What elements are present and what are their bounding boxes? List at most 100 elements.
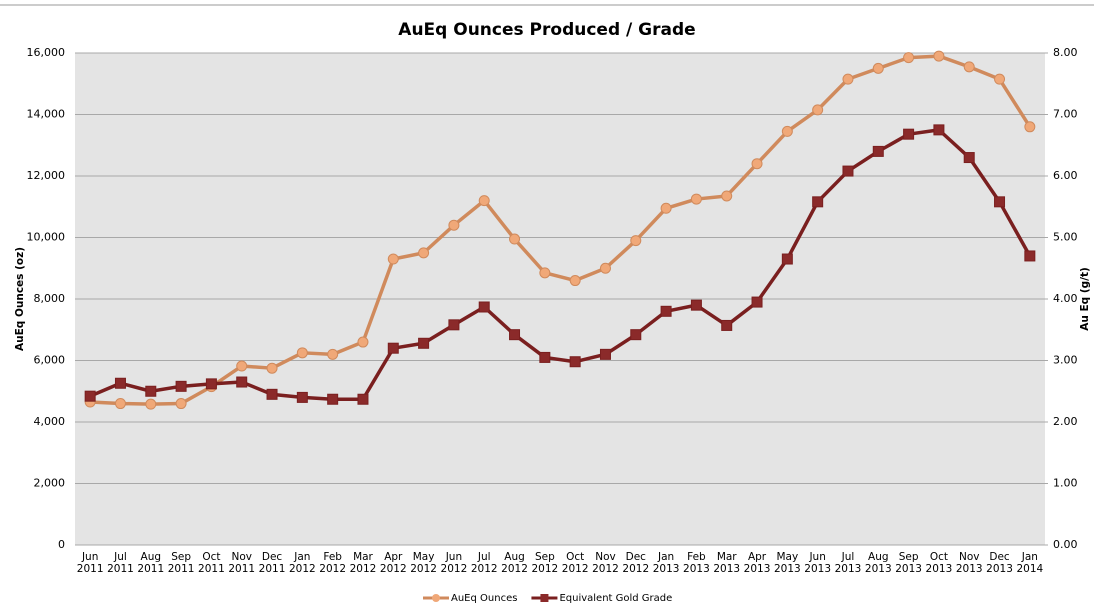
legend-label: AuEq Ounces xyxy=(451,593,517,604)
x-tick-label: Apr 2012 xyxy=(379,551,407,575)
point xyxy=(145,398,157,410)
x-tick-label: Jan 2012 xyxy=(288,551,316,575)
point xyxy=(539,351,551,363)
point xyxy=(509,329,521,341)
y2-tick-label: 2.00 xyxy=(1053,415,1078,428)
x-tick-label: Jun 2013 xyxy=(804,551,832,575)
point xyxy=(448,219,460,231)
y-tick-label: 16,000 xyxy=(27,46,66,59)
y2-tick-label: 8.00 xyxy=(1053,46,1078,59)
x-tick-label: Jan 2014 xyxy=(1016,551,1044,575)
y-tick-label: 10,000 xyxy=(27,231,66,244)
x-tick-label: Apr 2013 xyxy=(743,551,771,575)
y-tick-label: 8,000 xyxy=(34,292,66,305)
x-tick-label: May 2012 xyxy=(410,551,437,575)
y2-tick-label: 3.00 xyxy=(1053,354,1078,367)
point xyxy=(963,152,975,164)
point xyxy=(569,275,581,287)
x-tick-label: Aug 2012 xyxy=(501,551,528,575)
chart-title: AuEq Ounces Produced / Grade xyxy=(398,20,695,40)
point xyxy=(903,128,915,140)
point xyxy=(509,233,521,245)
x-tick-label: Jul 2012 xyxy=(470,551,498,575)
y2-tick-label: 6.00 xyxy=(1053,169,1078,182)
point xyxy=(357,393,369,405)
point xyxy=(327,348,339,360)
point xyxy=(387,342,399,354)
point xyxy=(418,247,430,259)
point xyxy=(1024,121,1036,133)
x-tick-label: Mar 2013 xyxy=(713,551,741,575)
legend-marker xyxy=(432,594,440,602)
point xyxy=(751,296,763,308)
point xyxy=(418,337,430,349)
y2-tick-label: 5.00 xyxy=(1053,231,1078,244)
x-tick-label: Sep 2011 xyxy=(167,551,195,575)
x-tick-label: Sep 2012 xyxy=(531,551,559,575)
point xyxy=(478,301,490,313)
point xyxy=(448,319,460,331)
x-tick-label: Jun 2011 xyxy=(76,551,104,575)
x-tick-label: Jan 2013 xyxy=(652,551,680,575)
x-tick-label: Jun 2012 xyxy=(440,551,468,575)
x-tick-label: Oct 2012 xyxy=(561,551,589,575)
y2-tick-label: 1.00 xyxy=(1053,477,1078,490)
point xyxy=(84,390,96,402)
point xyxy=(903,52,915,64)
point xyxy=(630,329,642,341)
point xyxy=(236,376,248,388)
point xyxy=(114,398,126,410)
x-tick-label: Jul 2011 xyxy=(107,551,134,575)
point xyxy=(236,360,248,372)
x-tick-label: Mar 2012 xyxy=(349,551,377,575)
x-tick-label: Dec 2013 xyxy=(986,551,1013,575)
point xyxy=(842,165,854,177)
x-tick-label: Dec 2012 xyxy=(622,551,650,575)
point xyxy=(842,73,854,85)
y-tick-label: 0 xyxy=(58,538,65,551)
point xyxy=(205,378,217,390)
point xyxy=(872,62,884,74)
point xyxy=(1024,250,1036,262)
point xyxy=(569,356,581,368)
point xyxy=(690,193,702,205)
x-tick-label: Oct 2013 xyxy=(925,551,953,575)
x-tick-label: Feb 2013 xyxy=(683,551,710,575)
point xyxy=(630,235,642,247)
x-tick-label: Sep 2013 xyxy=(895,551,922,575)
point xyxy=(296,391,308,403)
point xyxy=(357,336,369,348)
point xyxy=(781,253,793,265)
point xyxy=(721,190,733,202)
point xyxy=(599,262,611,274)
legend-label: Equivalent Gold Grade xyxy=(559,593,672,604)
point xyxy=(994,73,1006,85)
point xyxy=(175,380,187,392)
legend-marker xyxy=(540,594,549,602)
point xyxy=(539,267,551,279)
point xyxy=(781,125,793,137)
y2-axis-title: Au Eq (g/t) xyxy=(1079,267,1091,331)
point xyxy=(751,158,763,170)
point xyxy=(175,398,187,410)
y-tick-label: 12,000 xyxy=(27,169,66,182)
point xyxy=(266,388,278,400)
point xyxy=(114,377,126,389)
point xyxy=(690,299,702,311)
point xyxy=(478,195,490,207)
y-tick-label: 2,000 xyxy=(34,477,66,490)
x-tick-label: Aug 2011 xyxy=(137,551,165,575)
y-tick-label: 14,000 xyxy=(27,108,66,121)
point xyxy=(296,347,308,359)
x-tick-label: Jul 2013 xyxy=(834,551,862,575)
y2-tick-label: 4.00 xyxy=(1053,292,1078,305)
x-tick-label: Oct 2011 xyxy=(198,551,225,575)
point xyxy=(266,362,278,374)
x-tick-label: Feb 2012 xyxy=(319,551,347,575)
point xyxy=(660,202,672,214)
point xyxy=(387,253,399,265)
x-tick-label: Nov 2012 xyxy=(592,551,619,575)
point xyxy=(933,50,945,62)
point xyxy=(933,124,945,136)
